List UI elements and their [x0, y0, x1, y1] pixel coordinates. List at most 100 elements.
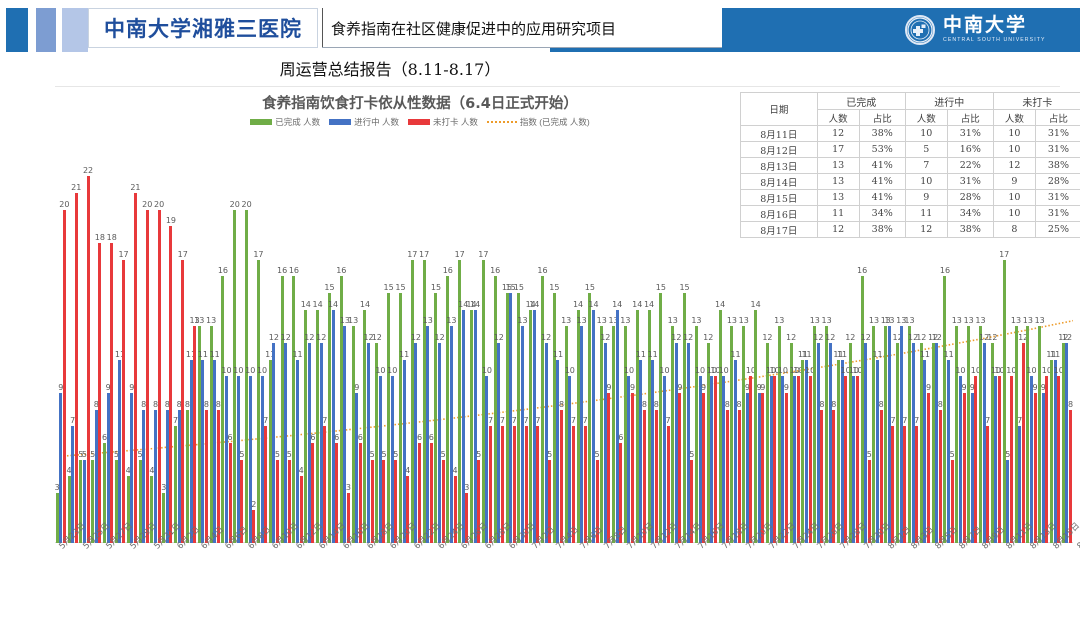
bar-prog: [379, 376, 382, 543]
bar-value-label: 12: [860, 333, 872, 342]
bar-prog: [663, 376, 666, 543]
bar-miss: [158, 210, 161, 543]
hospital-name-box: 中南大学湘雅三医院: [88, 8, 318, 48]
bar-value-label: 11: [801, 350, 813, 359]
bar-value-label: 10: [954, 366, 966, 375]
bar-value-label: 12: [434, 333, 446, 342]
bar-prog: [1030, 376, 1033, 543]
bar-value-label: 10: [564, 366, 576, 375]
bar-value-label: 11: [647, 350, 659, 359]
bar-miss: [726, 410, 729, 543]
bar-prog: [876, 360, 879, 543]
bar-prog: [699, 376, 702, 543]
legend-swatch-icon: [408, 119, 430, 125]
bar-miss: [513, 426, 516, 543]
bar-value-label: 12: [410, 333, 422, 342]
bar-value-label: 12: [540, 333, 552, 342]
bar-done: [600, 326, 603, 543]
bar-prog: [320, 343, 323, 543]
bar-value-label: 11: [635, 350, 647, 359]
bar-prog: [367, 343, 370, 543]
bar-done: [932, 343, 935, 543]
bar-value-label: 11: [209, 350, 221, 359]
bar-prog: [592, 310, 595, 543]
legend-item-0: 已完成 人数: [250, 116, 320, 128]
bar-done: [955, 326, 958, 543]
bar-value-label: 13: [619, 316, 631, 325]
bar-miss: [98, 243, 101, 543]
adherence-chart: 食养指南饮食打卡依从性数据（6.4日正式开始） 已完成 人数进行中 人数未打卡 …: [0, 88, 1080, 559]
bar-miss: [998, 376, 1001, 543]
bar-value-label: 16: [335, 266, 347, 275]
bar-value-label: 10: [718, 366, 730, 375]
bar-value-label: 13: [809, 316, 821, 325]
bar-value-label: 10: [244, 366, 256, 375]
bar-prog: [462, 310, 465, 543]
bar-value-label: 15: [394, 283, 406, 292]
bar-value-label: 17: [454, 250, 466, 259]
bar-value-label: 14: [359, 300, 371, 309]
bar-prog: [497, 343, 500, 543]
bar-miss: [205, 410, 208, 543]
bar-prog: [1065, 343, 1068, 543]
bar-prog: [355, 393, 358, 543]
bar-miss: [891, 426, 894, 543]
bar-value-label: 16: [217, 266, 229, 275]
bar-miss: [607, 393, 610, 543]
bar-done: [695, 326, 698, 543]
bar-miss: [146, 210, 149, 543]
bar-value-label: 11: [292, 350, 304, 359]
bar-miss: [276, 460, 279, 543]
bar-value-label: 15: [323, 283, 335, 292]
bar-value-label: 12: [785, 333, 797, 342]
bar-value-label: 13: [1034, 316, 1046, 325]
bar-prog: [474, 310, 477, 543]
bar-value-label: 20: [229, 200, 241, 209]
legend-item-2: 未打卡 人数: [408, 116, 478, 128]
bar-value-label: 13: [205, 316, 217, 325]
bar-prog: [261, 376, 264, 543]
bar-prog: [95, 410, 98, 543]
bar-value-label: 15: [655, 283, 667, 292]
bar-value-label: 13: [516, 316, 528, 325]
bar-prog: [142, 410, 145, 543]
bar-miss: [63, 210, 66, 543]
bar-prog: [391, 376, 394, 543]
bar-done: [624, 326, 627, 543]
bar-prog: [841, 360, 844, 543]
bar-prog: [994, 376, 997, 543]
bar-value-label: 13: [883, 316, 895, 325]
bar-value-label: 13: [903, 316, 915, 325]
bar-value-label: 15: [584, 283, 596, 292]
bar-value-label: 12: [493, 333, 505, 342]
bar-done: [233, 210, 236, 543]
bar-miss: [1057, 376, 1060, 543]
bar-prog: [639, 360, 642, 543]
bar-value-label: 11: [836, 350, 848, 359]
bar-prog: [438, 343, 441, 543]
bar-done: [967, 326, 970, 543]
bar-value-label: 14: [528, 300, 540, 309]
bar-prog: [604, 343, 607, 543]
